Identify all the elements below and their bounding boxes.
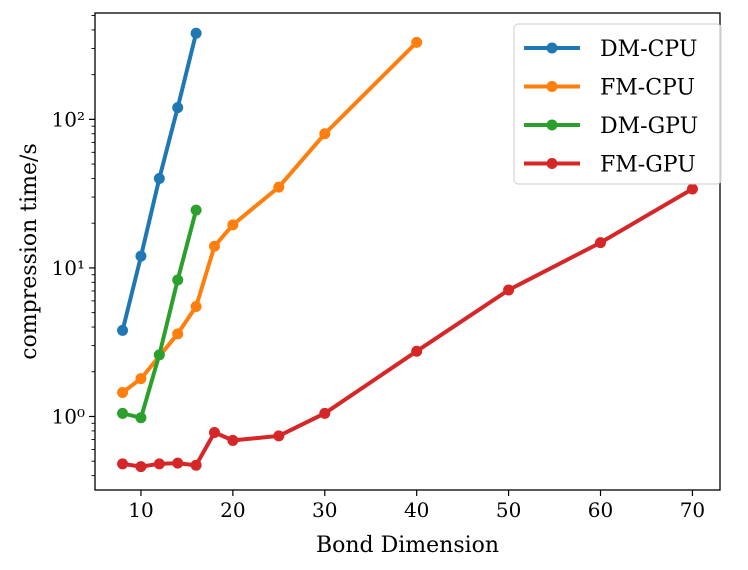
legend-label: FM-CPU — [600, 76, 695, 101]
x-tick-label: 60 — [588, 498, 613, 522]
legend-swatch-marker — [546, 119, 558, 131]
data-point-fm-cpu — [172, 328, 184, 340]
series-line-fm-gpu — [120, 187, 695, 469]
data-point-fm-cpu — [227, 219, 239, 231]
series-fm-gpu — [117, 183, 698, 473]
series-dm-cpu — [117, 27, 202, 336]
legend-entries: DM-CPU FM-CPU DM-GPU FM-GPU — [524, 37, 698, 178]
data-point-fm-gpu — [319, 407, 331, 419]
series-lines — [117, 27, 698, 473]
data-point-fm-cpu — [319, 128, 331, 140]
data-point-dm-gpu — [172, 274, 184, 286]
legend-item-dm-gpu: DM-GPU — [524, 114, 698, 139]
legend-label: DM-GPU — [600, 114, 698, 139]
data-point-fm-gpu — [117, 458, 129, 470]
data-point-dm-cpu — [117, 324, 129, 336]
legend-label: FM-GPU — [600, 153, 696, 178]
legend-item-fm-gpu: FM-GPU — [524, 153, 696, 178]
data-point-dm-cpu — [153, 172, 165, 184]
data-point-fm-gpu — [135, 461, 147, 473]
x-tick-label: 40 — [404, 498, 429, 522]
data-point-fm-cpu — [190, 300, 202, 312]
data-point-fm-gpu — [153, 458, 165, 470]
data-point-dm-gpu — [153, 349, 165, 361]
data-point-dm-gpu — [117, 407, 129, 419]
x-tick-label: 70 — [680, 498, 705, 522]
legend-swatch-marker — [546, 158, 558, 169]
series-line-fm-cpu — [120, 40, 419, 395]
legend-swatch-marker — [546, 81, 558, 92]
x-tick-label: 10 — [128, 498, 153, 522]
plot-frame — [94, 12, 721, 491]
data-point-dm-cpu — [172, 102, 184, 114]
axis-ticks: 10 20 30 40 50 60 70 10⁰ 10¹ 10² — [52, 15, 705, 522]
data-point-fm-cpu — [273, 181, 285, 193]
data-point-fm-gpu — [208, 427, 220, 439]
data-point-fm-gpu — [503, 284, 515, 296]
y-axis-label: compression time/s — [17, 143, 42, 360]
y-tick-label: 10² — [52, 107, 85, 131]
x-tick-label: 50 — [496, 498, 521, 522]
legend-label: DM-CPU — [600, 37, 697, 62]
data-point-fm-gpu — [686, 183, 698, 195]
data-point-dm-cpu — [135, 250, 147, 262]
y-tick-label: 10⁰ — [52, 404, 85, 428]
data-point-fm-gpu — [273, 430, 285, 442]
data-point-fm-cpu — [135, 373, 147, 385]
legend-swatch-marker — [546, 42, 558, 54]
x-tick-label: 30 — [312, 498, 337, 522]
data-point-fm-gpu — [411, 345, 423, 357]
data-point-fm-cpu — [117, 387, 129, 399]
series-fm-cpu — [117, 36, 423, 399]
x-tick-label: 20 — [220, 498, 245, 522]
series-dm-gpu — [117, 204, 202, 424]
data-point-dm-gpu — [190, 204, 202, 216]
data-point-fm-gpu — [595, 237, 607, 249]
data-point-fm-gpu — [227, 434, 239, 446]
x-axis-label: Bond Dimension — [316, 533, 499, 558]
data-point-fm-gpu — [172, 457, 184, 469]
data-point-dm-gpu — [135, 412, 147, 424]
data-point-fm-gpu — [190, 459, 202, 471]
legend-item-dm-cpu: DM-CPU — [524, 37, 697, 62]
legend-box — [513, 23, 722, 185]
data-point-dm-cpu — [190, 27, 202, 39]
data-point-fm-cpu — [411, 36, 423, 48]
legend-item-fm-cpu: FM-CPU — [524, 76, 695, 101]
data-point-fm-cpu — [208, 240, 220, 252]
y-tick-label: 10¹ — [52, 256, 85, 280]
legend: DM-CPU FM-CPU DM-GPU FM-GPU — [513, 23, 722, 185]
